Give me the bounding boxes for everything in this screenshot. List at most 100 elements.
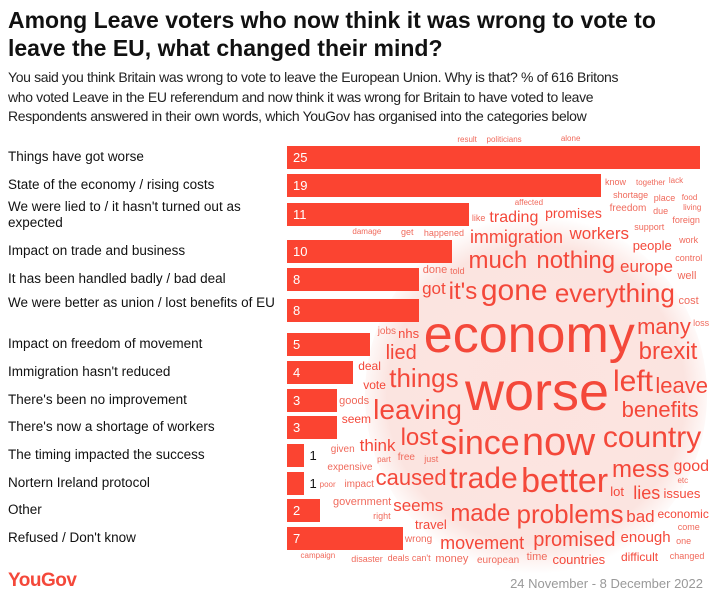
word-cloud-word: food — [681, 193, 698, 203]
word-cloud-word: just — [424, 453, 439, 464]
category-label: Nortern Ireland protocol — [8, 475, 150, 490]
word-cloud-word: difficult — [620, 549, 659, 564]
word-cloud-word: get — [400, 227, 414, 238]
word-cloud-word: lied — [385, 341, 417, 364]
word-cloud-word: country — [602, 421, 702, 455]
bar: 1 — [287, 472, 317, 495]
word-cloud-word: result — [457, 134, 477, 144]
word-cloud-word: deals — [387, 553, 410, 564]
data-label: 3 — [293, 393, 301, 408]
word-cloud-word: europe — [620, 256, 673, 276]
word-cloud-word: campaign — [300, 551, 336, 561]
category-label: There's now a shortage of workers — [8, 419, 215, 434]
word-cloud-word: seem — [341, 411, 372, 426]
word-cloud-word: enough — [620, 528, 671, 546]
word-cloud-word: seems — [393, 495, 444, 515]
word-cloud-word: lot — [610, 484, 624, 500]
word-cloud-word: politicians — [486, 134, 522, 144]
word-cloud-word: things — [389, 363, 459, 394]
word-cloud-word: one — [676, 536, 692, 547]
word-cloud-word: worse — [465, 362, 610, 422]
word-cloud-word: living — [683, 203, 702, 213]
word-cloud-word: trading — [489, 208, 539, 226]
data-label: 8 — [293, 272, 301, 287]
yougov-logo: YouGov — [8, 570, 77, 591]
data-label: 19 — [293, 178, 308, 193]
bar: 8 — [287, 268, 420, 291]
word-cloud-word: alone — [560, 134, 581, 144]
word-cloud-word: lost — [400, 423, 438, 451]
word-cloud-word: gone — [480, 274, 548, 308]
word-cloud-word: freedom — [609, 203, 647, 215]
word-cloud-word: changed — [669, 550, 705, 561]
chart-title: Among Leave voters who now think it was … — [8, 7, 656, 61]
word-cloud-word: countries — [552, 551, 606, 567]
category-label: It has been handled badly / bad deal — [8, 271, 226, 286]
word-cloud-word: work — [679, 234, 699, 245]
word-cloud-word: place — [653, 192, 676, 203]
word-cloud-word: immigration — [469, 227, 563, 248]
word-cloud-word: expensive — [327, 461, 373, 473]
word-cloud-word: problems — [516, 499, 624, 530]
category-label: Immigration hasn't reduced — [8, 364, 171, 379]
word-cloud-word: good — [673, 457, 710, 475]
word-cloud-word: time — [526, 551, 548, 564]
word-cloud-word: promised — [533, 529, 616, 552]
data-label: 25 — [293, 150, 308, 165]
word-cloud-word: impact — [344, 479, 374, 491]
word-cloud-word: vote — [363, 378, 386, 393]
word-cloud-word: right — [373, 511, 391, 522]
word-cloud-word: caused — [375, 464, 447, 490]
subtitle-line: who voted Leave in the EU referendum and… — [8, 88, 594, 105]
word-cloud-word: poor — [319, 479, 336, 489]
data-label: 1 — [309, 448, 317, 463]
category-label: Impact on trade and business — [8, 243, 186, 258]
category-label: State of the economy / rising costs — [8, 177, 215, 192]
category-label: There's been no improvement — [8, 392, 187, 407]
word-cloud-word: trade — [449, 461, 518, 495]
category-label: Refused / Don't know — [8, 530, 136, 545]
word-cloud-word: mess — [612, 455, 670, 483]
data-label: 4 — [293, 365, 301, 380]
data-label: 8 — [293, 303, 301, 318]
data-label: 11 — [293, 207, 307, 222]
word-cloud-word: money — [435, 552, 469, 565]
word-cloud-word: nothing — [536, 246, 616, 274]
category-label: Other — [8, 502, 42, 517]
bar: 3 — [287, 416, 337, 439]
word-cloud-word: come — [677, 521, 700, 532]
subtitle-line: You said you think Britain was wrong to … — [8, 69, 619, 85]
word-cloud-word: disaster — [351, 553, 383, 564]
category-label: We were lied to / it hasn't turned out a… — [8, 199, 241, 230]
word-cloud-word: can't — [411, 552, 431, 563]
category-label: We were better as union / lost benefits … — [8, 295, 275, 310]
word-cloud-word: now — [521, 419, 596, 464]
data-label: 2 — [293, 503, 301, 518]
bar: 25 — [287, 146, 700, 169]
word-cloud-word: bad — [626, 507, 655, 527]
word-cloud-word: think — [359, 435, 396, 455]
word-cloud-word: benefits — [621, 396, 699, 422]
word-cloud-word: european — [476, 554, 520, 566]
word-cloud-word: lies — [633, 483, 661, 504]
word-cloud-background — [365, 215, 707, 575]
word-cloud-word: issues — [663, 486, 701, 502]
bar: 5 — [287, 333, 370, 356]
category-label: The timing impacted the success — [8, 447, 205, 462]
word-cloud-word: happened — [423, 227, 464, 238]
word-cloud-word: better — [521, 462, 609, 501]
word-cloud-word: got — [422, 279, 446, 299]
word-cloud-word: economy — [423, 306, 635, 365]
word-cloud-word: government — [333, 496, 392, 509]
data-label: 1 — [309, 476, 317, 491]
word-cloud-word: nhs — [398, 326, 420, 342]
word-cloud-word: many — [637, 313, 691, 339]
word-cloud-word: lack — [668, 176, 684, 186]
fieldwork-dates: 24 November - 8 December 2022 — [510, 576, 703, 591]
category-label: Impact on freedom of movement — [8, 336, 203, 351]
word-cloud-word: free — [397, 452, 415, 463]
word-cloud-word: etc — [677, 475, 689, 485]
bar: 19 — [287, 174, 601, 197]
